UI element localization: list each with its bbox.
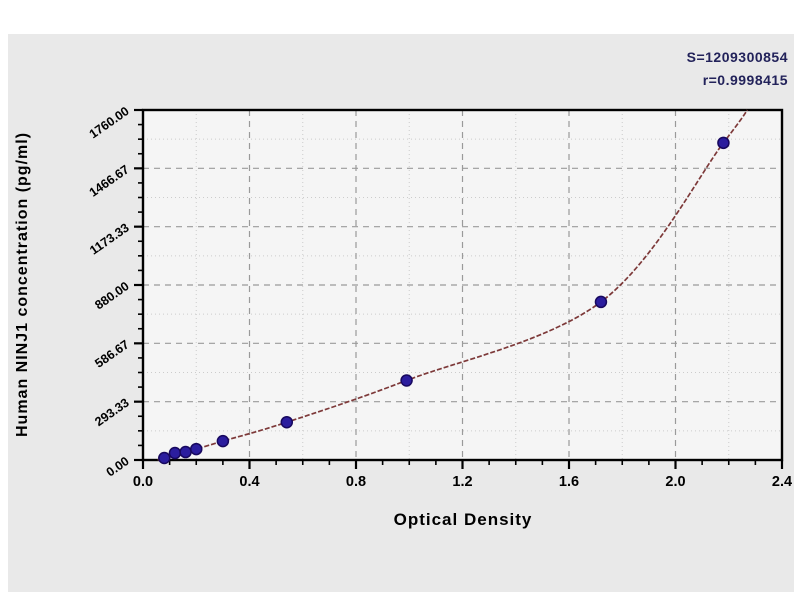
y-tick-label: 1466.67 [87, 162, 132, 199]
x-tick-label: 0.0 [133, 474, 153, 490]
x-axis-title: Optical Density [393, 510, 533, 529]
x-tick-label: 2.0 [665, 474, 685, 490]
x-tick-label: 0.8 [346, 474, 366, 490]
data-point [168, 446, 182, 460]
y-tick-label: 1173.33 [87, 221, 132, 258]
data-point [400, 374, 413, 387]
x-tick-label: 2.4 [772, 474, 792, 490]
y-tick-label: 0.00 [104, 454, 132, 479]
fit-stat-r: r=0.9998415 [702, 72, 788, 88]
data-point [216, 434, 230, 448]
data-point [717, 136, 730, 150]
x-tick-label: 0.4 [239, 474, 259, 490]
data-point [594, 295, 608, 309]
y-axis-title: Human NINJ1 concentration (pg/ml) [14, 131, 31, 437]
y-tick-label: 586.67 [92, 337, 131, 370]
data-point [158, 451, 171, 465]
fit-stat-s: S=1209300854 [686, 49, 788, 65]
data-point [190, 442, 203, 456]
y-tick-label: 293.33 [92, 396, 131, 429]
data-point [280, 415, 294, 429]
y-tick-label: 880.00 [92, 279, 131, 312]
x-tick-label: 1.6 [559, 474, 579, 490]
x-tick-label: 1.2 [452, 474, 472, 490]
y-tick-label: 1760.00 [87, 104, 132, 141]
data-point [179, 445, 192, 459]
fit-statistics: S=1209300854 r=0.9998415 [687, 46, 788, 92]
